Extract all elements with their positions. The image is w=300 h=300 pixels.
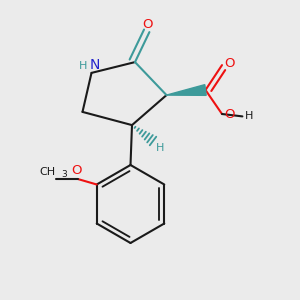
Text: O: O [143, 18, 153, 31]
Text: CH: CH [40, 167, 56, 177]
Text: O: O [72, 164, 82, 177]
Text: 3: 3 [61, 170, 68, 179]
Text: N: N [89, 58, 100, 72]
Text: O: O [224, 57, 235, 70]
Text: H: H [156, 143, 164, 153]
Text: H: H [79, 61, 87, 71]
Text: O: O [224, 107, 235, 121]
Polygon shape [167, 85, 206, 95]
Text: H: H [245, 111, 253, 122]
